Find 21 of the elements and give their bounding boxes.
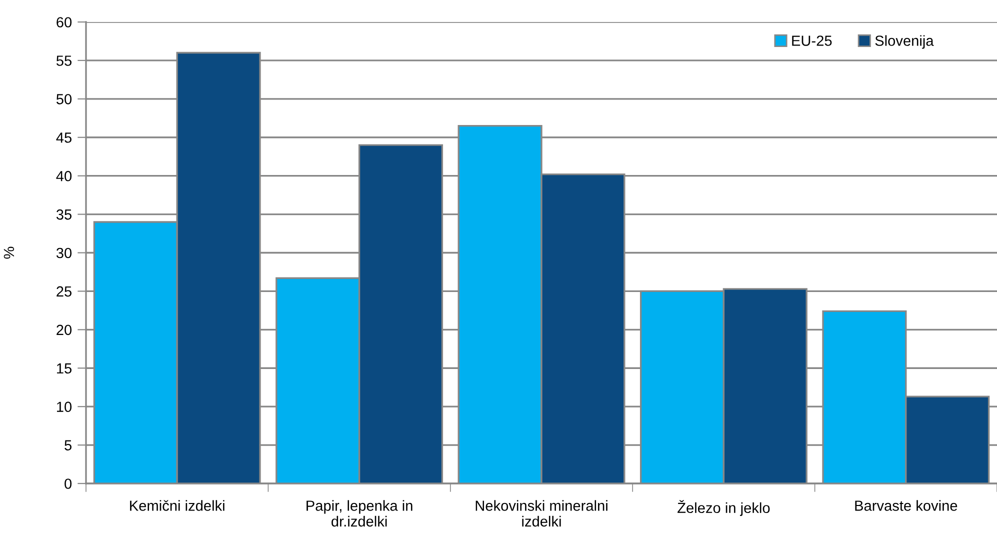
y-tick-label: 15 (57, 363, 72, 374)
x-tick-label: Nekovinski mineralni izdelki (476, 500, 608, 527)
x-tick-label: Barvaste kovine (855, 500, 958, 511)
y-axis-title: % (4, 246, 14, 259)
x-tick-label: Papir, lepenka in dr.izdelki (306, 500, 412, 527)
y-tick-label: 55 (56, 56, 72, 66)
y-tick-label: 20 (56, 324, 72, 336)
y-tick-label: 50 (56, 94, 72, 104)
y-tick-label: 10 (57, 402, 72, 412)
y-tick-label: 25 (56, 286, 72, 297)
y-tick-label: 45 (56, 132, 72, 143)
y-tick-label: 35 (56, 209, 72, 220)
legend-label: EU-25 (792, 36, 832, 46)
y-tick-label: 5 (64, 440, 72, 450)
x-tick-label: Kemični izdelki (130, 500, 224, 511)
y-tick-label: 40 (56, 170, 72, 182)
y-tick-label: 60 (56, 17, 72, 28)
y-tick-label: 0 (64, 478, 72, 489)
x-tick-label: Železo in jeklo (678, 500, 770, 516)
legend-label: Slovenija (875, 35, 934, 49)
y-tick-label: 30 (56, 248, 72, 258)
